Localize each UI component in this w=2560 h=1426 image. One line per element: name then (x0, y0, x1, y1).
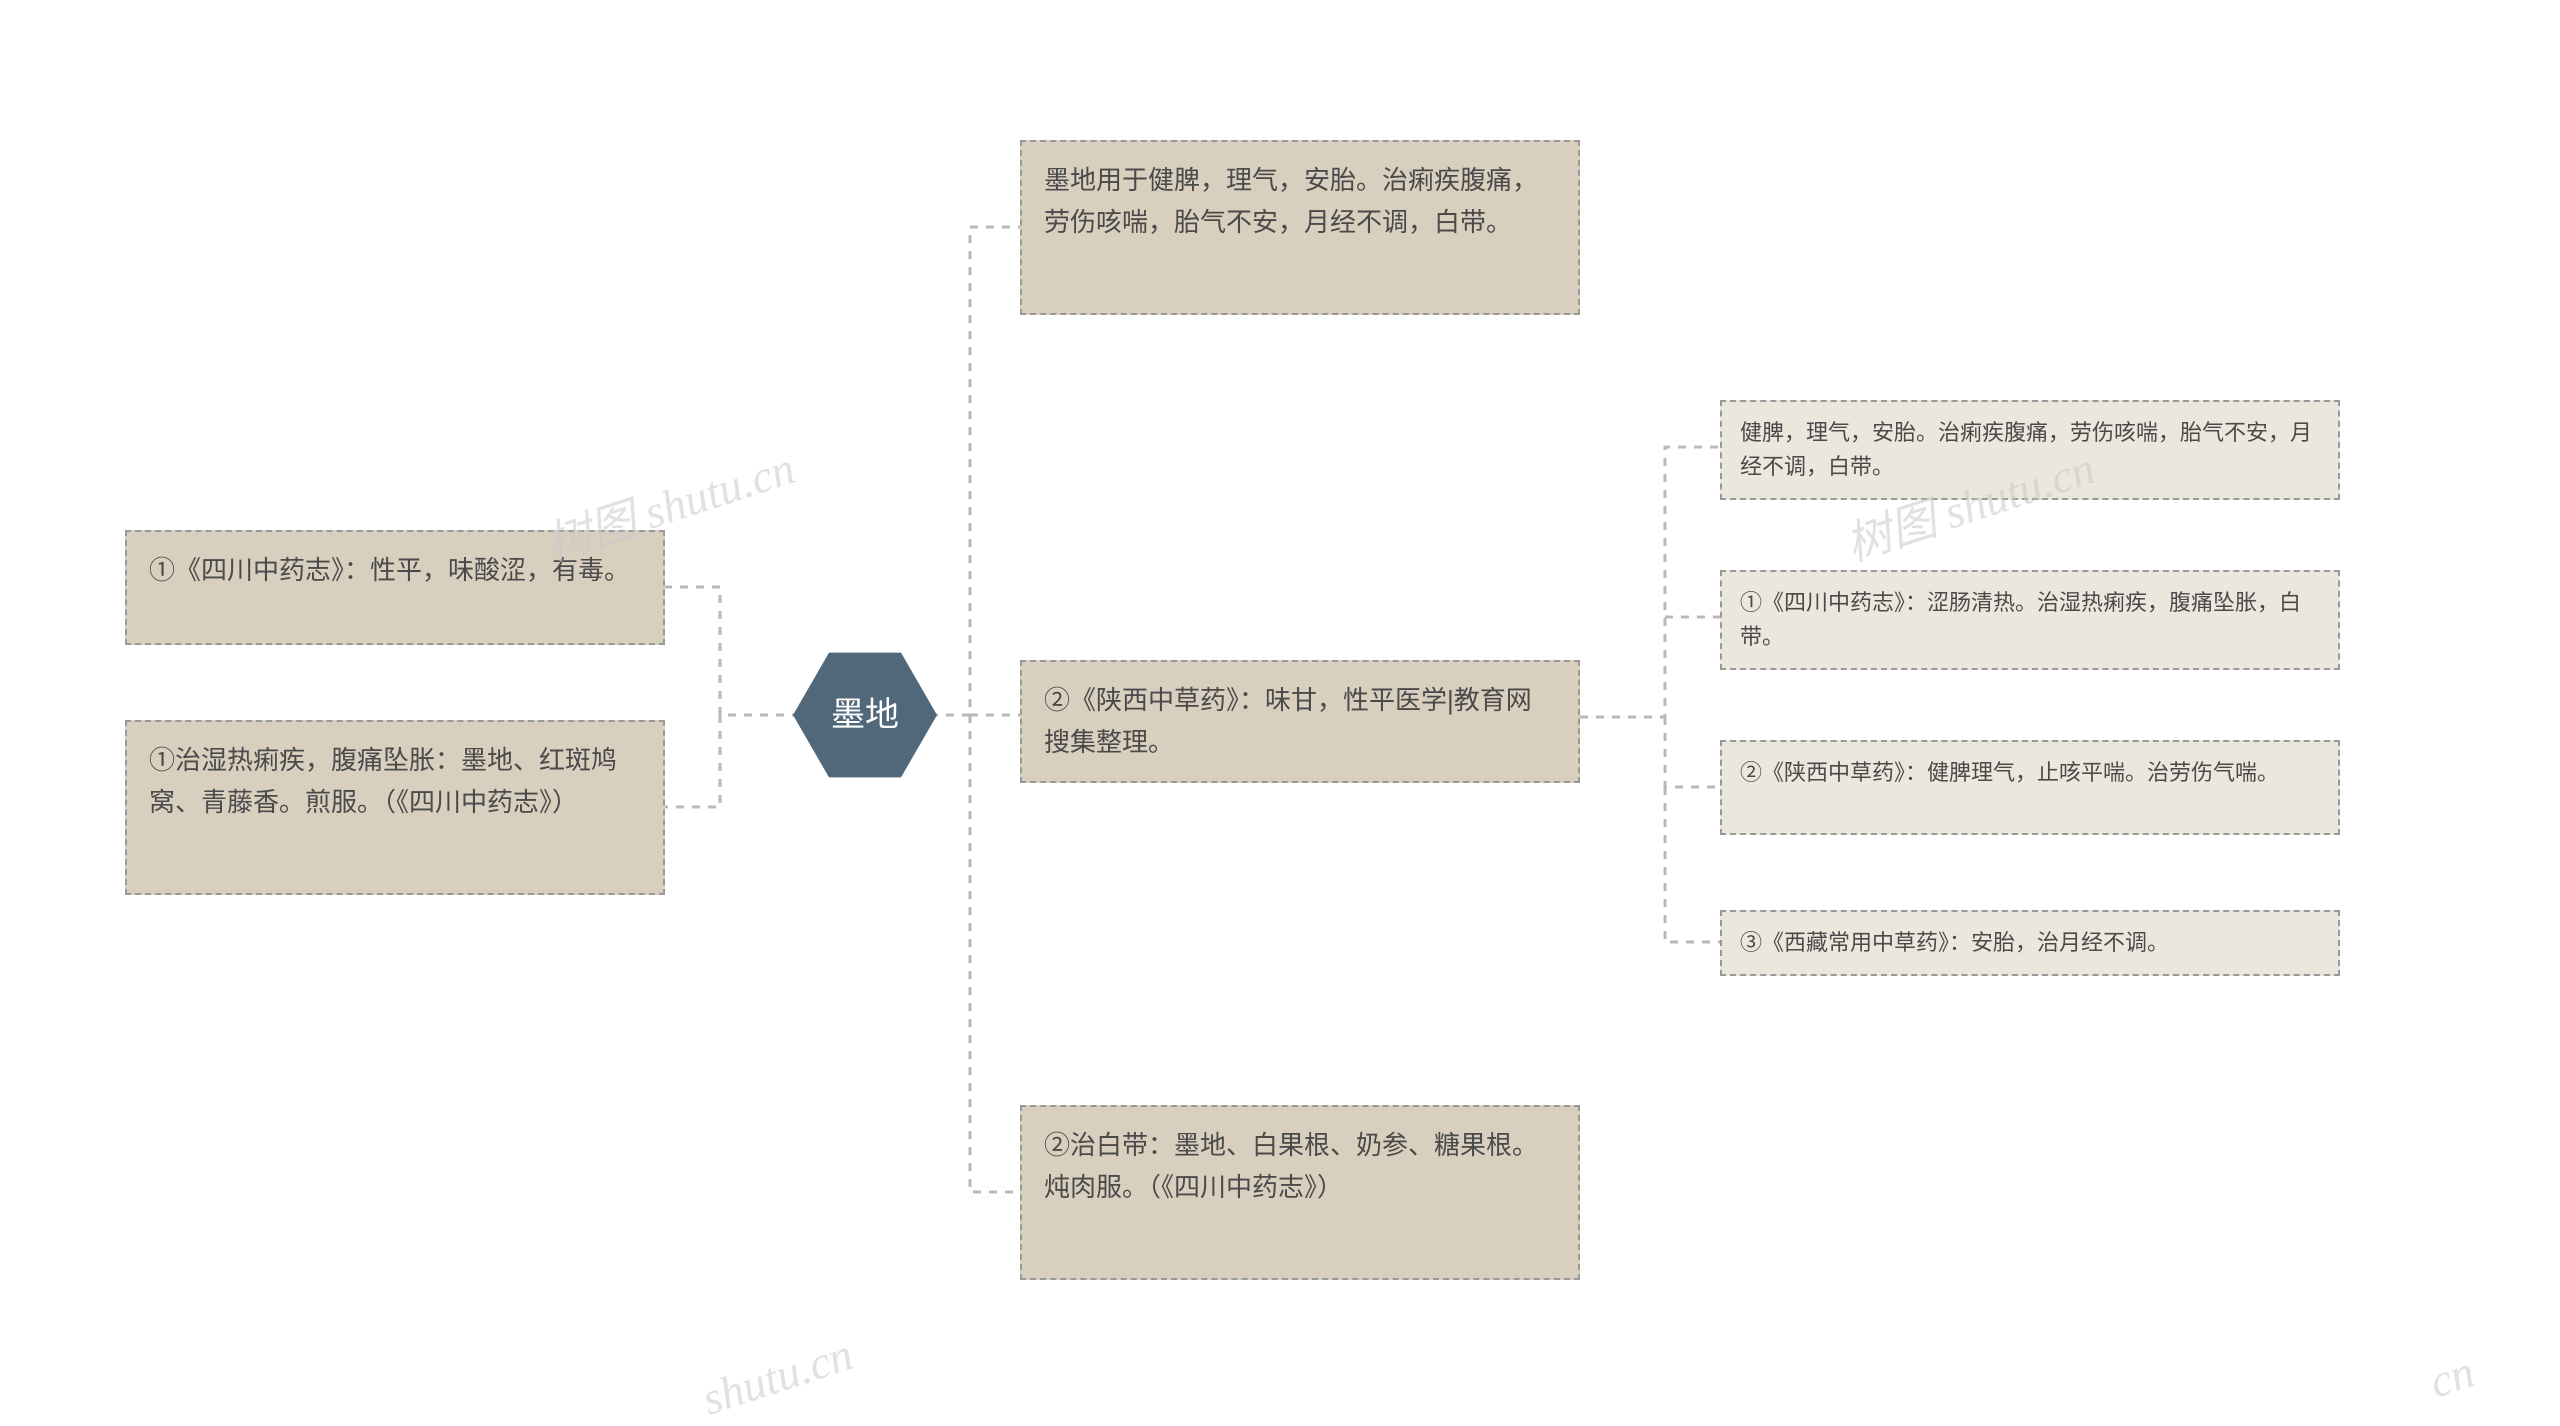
connector-line (665, 587, 800, 715)
mindmap-node: ②《陕西中草药》：味甘，性平医学|教育网搜集整理。 (1020, 660, 1580, 783)
connector-line (1665, 717, 1720, 787)
node-text: ①治湿热痢疾，腹痛坠胀：墨地、红斑鸠窝、青藤香。煎服。（《四川中药志》） (149, 745, 617, 817)
node-text: ①《四川中药志》：性平，味酸涩，有毒。 (149, 555, 630, 585)
node-text: ①《四川中药志》：涩肠清热。治湿热痢疾，腹痛坠胀，白带。 (1740, 590, 2301, 649)
watermark-text: shutu.cn (696, 1327, 859, 1425)
watermark-text: cn (2423, 1345, 2481, 1409)
mindmap-node: ①《四川中药志》：涩肠清热。治湿热痢疾，腹痛坠胀，白带。 (1720, 570, 2340, 670)
node-text: ②治白带：墨地、白果根、奶参、糖果根。炖肉服。（《四川中药志》） (1044, 1130, 1538, 1202)
connector-line (1665, 787, 1720, 942)
mindmap-node: ③《西藏常用中草药》：安胎，治月经不调。 (1720, 910, 2340, 976)
center-node: 墨地 (800, 660, 930, 770)
connector-line (930, 227, 1020, 715)
mindmap-node: 健脾，理气，安胎。治痢疾腹痛，劳伤咳喘，胎气不安，月经不调，白带。 (1720, 400, 2340, 500)
node-text: ③《西藏常用中草药》：安胎，治月经不调。 (1740, 930, 2169, 955)
connector-line (665, 715, 720, 807)
mindmap-node: ①治湿热痢疾，腹痛坠胀：墨地、红斑鸠窝、青藤香。煎服。（《四川中药志》） (125, 720, 665, 895)
connector-line (1580, 447, 1720, 717)
center-label: 墨地 (831, 693, 899, 737)
mindmap-node: 墨地用于健脾，理气，安胎。治痢疾腹痛，劳伤咳喘，胎气不安，月经不调，白带。 (1020, 140, 1580, 315)
mindmap-node: ②《陕西中草药》：健脾理气，止咳平喘。治劳伤气喘。 (1720, 740, 2340, 835)
node-text: 健脾，理气，安胎。治痢疾腹痛，劳伤咳喘，胎气不安，月经不调，白带。 (1740, 420, 2312, 479)
mindmap-node: ②治白带：墨地、白果根、奶参、糖果根。炖肉服。（《四川中药志》） (1020, 1105, 1580, 1280)
node-text: ②《陕西中草药》：味甘，性平医学|教育网搜集整理。 (1044, 685, 1532, 757)
mindmap-canvas: 墨地 ①《四川中药志》：性平，味酸涩，有毒。 ①治湿热痢疾，腹痛坠胀：墨地、红斑鸠… (0, 0, 2560, 1395)
connector-line (970, 715, 1020, 1192)
node-text: 墨地用于健脾，理气，安胎。治痢疾腹痛，劳伤咳喘，胎气不安，月经不调，白带。 (1044, 165, 1538, 237)
mindmap-node: ①《四川中药志》：性平，味酸涩，有毒。 (125, 530, 665, 645)
node-text: ②《陕西中草药》：健脾理气，止咳平喘。治劳伤气喘。 (1740, 760, 2279, 785)
